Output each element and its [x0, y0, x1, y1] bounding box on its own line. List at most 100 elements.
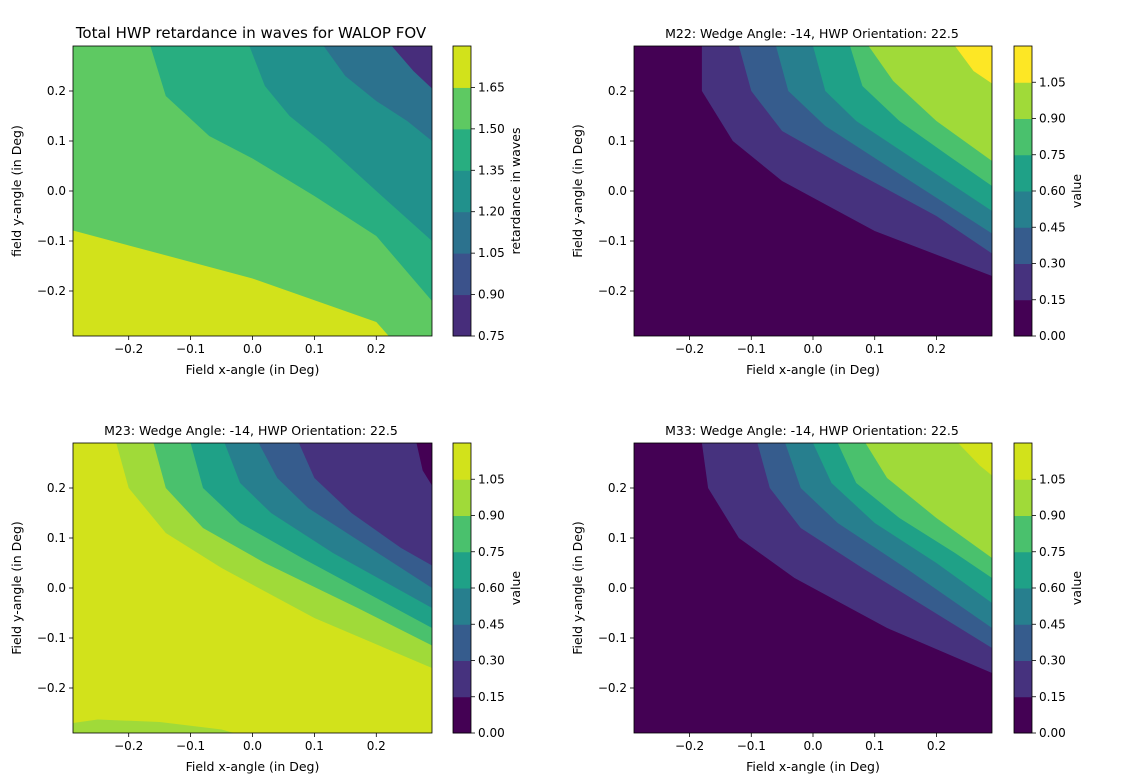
contour-band-7	[958, 443, 992, 476]
chart-title: M33: Wedge Angle: -14, HWP Orientation: …	[665, 423, 959, 438]
colorbar-tick-label: 0.75	[1039, 148, 1066, 162]
y-tick-label: −0.2	[598, 284, 627, 298]
colorbar-tick-label: 1.65	[478, 80, 505, 94]
x-axis-label: Field x-angle (in Deg)	[186, 362, 320, 377]
colorbar: 0.00 0.15 0.30 0.45 0.60 0.75 0.90 1.05 value	[1013, 442, 1084, 740]
x-tick-label: 0.0	[803, 739, 822, 753]
colorbar-segment	[453, 170, 471, 213]
x-axis-label: Field x-angle (in Deg)	[746, 759, 880, 774]
x-tick-label: 0.0	[243, 739, 262, 753]
colorbar-segment	[453, 211, 471, 254]
contour-band-0	[416, 443, 432, 486]
colorbar-tick-label: 0.45	[1039, 220, 1066, 234]
y-tick-label: 0.2	[608, 84, 627, 98]
subplot-1: −0.2 −0.2 −0.1 −0.1 0.0 0.0 0.1 0.1 0.2 0.2 Total …	[9, 24, 523, 377]
y-tick-label: 0.1	[608, 531, 627, 545]
colorbar: 0.00 0.15 0.30 0.45 0.60 0.75 0.90 1.05 value	[452, 442, 523, 740]
y-tick-label: 0.2	[608, 481, 627, 495]
colorbar: 0.75 0.90 1.05 1.20 1.35 1.50 1.65 retardance i…	[452, 45, 523, 343]
colorbar-segment	[453, 128, 471, 171]
y-tick-label: −0.1	[598, 631, 627, 645]
colorbar-tick-label: 0.90	[1039, 112, 1066, 126]
colorbar-tick-label: 0.15	[1039, 690, 1066, 704]
colorbar-segment	[1014, 154, 1032, 192]
colorbar-tick-label: 0.45	[1039, 617, 1066, 631]
y-tick-label: 0.0	[608, 581, 627, 595]
x-tick-label: 0.0	[803, 342, 822, 356]
colorbar-tick-label: 1.20	[478, 205, 505, 219]
colorbar-tick-label: 0.60	[1039, 581, 1066, 595]
y-tick-label: 0.1	[608, 134, 627, 148]
colorbar-segment	[453, 46, 471, 88]
colorbar: 0.00 0.15 0.30 0.45 0.60 0.75 0.90 1.05 value	[1013, 45, 1084, 343]
x-tick-label: −0.1	[176, 342, 205, 356]
x-tick-label: −0.2	[114, 342, 143, 356]
colorbar-segment	[1014, 82, 1032, 119]
colorbar-tick-label: 1.05	[478, 246, 505, 260]
contour-band-bottom	[73, 719, 234, 733]
colorbar-segment	[453, 551, 471, 589]
contour-band-6	[865, 443, 992, 558]
colorbar-segment	[453, 515, 471, 553]
colorbar-tick-label: 0.60	[478, 581, 505, 595]
contour-area	[634, 443, 992, 733]
colorbar-segment	[453, 479, 471, 516]
subplot-2: −0.2 −0.2 −0.1 −0.1 0.0 0.0 0.1 0.1 0.2 0.2 M22: W…	[570, 26, 1084, 377]
colorbar-tick-label: 0.15	[1039, 293, 1066, 307]
colorbar-segment	[453, 443, 471, 480]
colorbar-segment	[1014, 227, 1032, 264]
colorbar-tick-label: 0.30	[478, 654, 505, 668]
contour-band-1	[298, 443, 432, 566]
x-tick-label: 0.1	[305, 739, 324, 753]
contour-band-7	[955, 46, 992, 84]
colorbar-segment	[1014, 443, 1032, 480]
x-tick-label: 0.2	[367, 739, 386, 753]
y-axis-label: Field y-angle (in Deg)	[570, 124, 585, 258]
x-tick-label: 0.1	[865, 739, 884, 753]
colorbar-tick-label: 0.30	[1039, 654, 1066, 668]
colorbar-tick-label: 0.75	[478, 329, 505, 343]
y-tick-label: 0.2	[47, 481, 66, 495]
y-tick-label: 0.0	[47, 184, 66, 198]
colorbar-segment	[1014, 588, 1032, 625]
colorbar-segment	[453, 588, 471, 625]
colorbar-segment	[453, 294, 471, 337]
colorbar-segment	[1014, 46, 1032, 83]
contour-area	[634, 46, 992, 336]
y-tick-label: 0.2	[47, 84, 66, 98]
colorbar-label: value	[1069, 571, 1084, 605]
colorbar-tick-label: 1.05	[478, 472, 505, 486]
colorbar-label: value	[1069, 174, 1084, 208]
subplot-3: −0.2 −0.2 −0.1 −0.1 0.0 0.0 0.1 0.1 0.2 0.2 M23: W…	[9, 423, 523, 774]
x-tick-label: 0.0	[243, 342, 262, 356]
y-tick-label: 0.1	[47, 531, 66, 545]
x-tick-label: −0.2	[114, 739, 143, 753]
colorbar-tick-label: 1.05	[1039, 75, 1066, 89]
colorbar-label: retardance in waves	[508, 128, 523, 255]
colorbar-tick-label: 0.90	[478, 288, 505, 302]
x-tick-label: −0.1	[737, 342, 766, 356]
y-tick-label: −0.2	[37, 681, 66, 695]
colorbar-tick-label: 1.35	[478, 163, 505, 177]
colorbar-segment	[453, 253, 471, 296]
colorbar-tick-label: 0.75	[478, 545, 505, 559]
contour-band-6	[73, 230, 389, 336]
colorbar-segment	[1014, 624, 1032, 661]
y-tick-label: 0.0	[608, 184, 627, 198]
contour-area	[73, 443, 432, 733]
x-tick-label: 0.2	[927, 342, 946, 356]
colorbar-tick-label: 0.00	[1039, 726, 1066, 740]
chart-title: Total HWP retardance in waves for WALOP …	[75, 24, 427, 42]
x-tick-label: −0.1	[176, 739, 205, 753]
x-tick-label: −0.2	[675, 739, 704, 753]
y-tick-label: −0.2	[37, 284, 66, 298]
y-axis-label: Field y-angle (in Deg)	[570, 521, 585, 655]
colorbar-segment	[1014, 515, 1032, 553]
x-tick-label: 0.2	[367, 342, 386, 356]
chart-title: M23: Wedge Angle: -14, HWP Orientation: …	[104, 423, 398, 438]
colorbar-segment	[1014, 118, 1032, 156]
y-axis-label: field y-angle (in Deg)	[9, 125, 24, 257]
colorbar-segment	[453, 87, 471, 130]
colorbar-segment	[1014, 479, 1032, 516]
